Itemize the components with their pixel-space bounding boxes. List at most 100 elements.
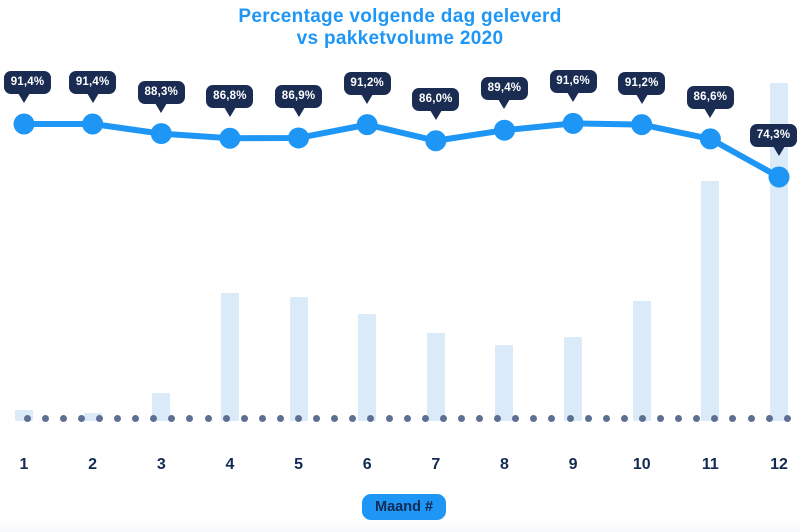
data-point-marker [219, 127, 241, 149]
baseline-dot [530, 414, 538, 422]
data-point-marker [425, 130, 447, 152]
value-badge: 89,4% [480, 77, 528, 110]
baseline-dot [276, 414, 284, 422]
baseline-dot [204, 414, 212, 422]
baseline-dot [439, 414, 447, 422]
baseline-dot [476, 414, 483, 422]
value-badge: 86,0% [412, 87, 460, 120]
data-point-marker [699, 128, 721, 150]
value-badge: 91,2% [343, 71, 391, 104]
data-point-marker [493, 119, 515, 141]
baseline-dot [23, 414, 31, 422]
baseline-dot [95, 414, 103, 422]
baseline-dot [240, 414, 248, 422]
baseline-dot [421, 414, 429, 422]
baseline-dot [693, 414, 701, 422]
x-tick-label: 6 [362, 456, 372, 473]
baseline-dot [584, 414, 592, 422]
x-tick-label: 4 [225, 456, 235, 473]
x-tick-label: 7 [431, 456, 441, 473]
badge-pointer-tail [704, 107, 717, 118]
percentage-line [21, 120, 782, 181]
value-badge: 91,4% [69, 71, 117, 103]
baseline-dot [367, 414, 375, 422]
baseline-dot [222, 414, 230, 422]
baseline-dot [711, 414, 719, 422]
value-badge: 91,4% [4, 71, 51, 103]
baseline-dot [457, 414, 465, 422]
value-badge: 86,6% [686, 85, 734, 118]
baseline-dot [638, 414, 646, 422]
chart-title-line2: vs pakketvolume 2020 [296, 28, 504, 49]
volume-bar [289, 297, 308, 421]
volume-bar [358, 314, 377, 421]
volume-bar [152, 393, 171, 421]
chart-title-line1: Percentage volgende dag geleverd [238, 6, 562, 27]
value-badge: 91,6% [549, 70, 597, 103]
volume-bar [564, 337, 583, 421]
baseline-dot [295, 414, 302, 422]
badge-pointer-tail [498, 99, 511, 110]
badge-pointer-tail [223, 107, 236, 118]
baseline-dot [403, 414, 411, 422]
value-badge: 86,9% [275, 84, 323, 117]
baseline-dot [566, 414, 574, 422]
baseline-dot [602, 414, 610, 422]
baseline-dot [150, 414, 158, 422]
volume-bar [495, 345, 514, 421]
badge-pointer-tail [361, 93, 374, 104]
baseline-dot [349, 414, 357, 422]
data-point-marker [631, 114, 653, 136]
baseline-dot [168, 414, 176, 422]
volume-bar [220, 293, 239, 421]
baseline-dot [765, 414, 773, 422]
value-badge: 91,2% [618, 71, 666, 104]
baseline-dot [512, 414, 520, 422]
bottom-edge-strip [0, 520, 800, 532]
baseline-dot [114, 414, 121, 422]
data-point-marker [288, 127, 310, 149]
baseline-dot [186, 414, 194, 422]
data-point-marker [562, 112, 584, 134]
baseline-dot [77, 414, 85, 422]
badge-pointer-tail [429, 109, 442, 120]
baseline-dot [494, 414, 502, 422]
baseline-dot [59, 414, 67, 422]
badge-pointer-tail [86, 93, 99, 103]
baseline-dot [258, 414, 266, 422]
data-point-marker [150, 123, 172, 145]
badge-pointer-tail [567, 92, 580, 103]
baseline-dot [313, 414, 321, 422]
value-badge: 74,3% [750, 124, 797, 156]
baseline-dot [385, 414, 393, 422]
volume-bar [83, 413, 102, 421]
x-tick-label: 11 [701, 456, 719, 473]
data-point-marker [356, 114, 378, 136]
baseline-dot [675, 414, 683, 422]
baseline-dot [548, 414, 556, 422]
x-tick-label: 5 [294, 456, 303, 473]
data-point-marker [82, 113, 104, 135]
badge-pointer-tail [292, 106, 305, 117]
x-tick-label: 9 [568, 456, 578, 473]
value-badge: 88,3% [137, 80, 185, 113]
x-tick-label: 2 [88, 456, 98, 473]
chart-title: Percentage volgende dag geleverd vs pakk… [0, 6, 800, 50]
value-badge: 86,8% [206, 85, 254, 118]
x-tick-label: 8 [499, 456, 509, 473]
baseline-dot [331, 414, 339, 422]
baseline-dot [132, 414, 140, 422]
baseline-dot [729, 414, 737, 422]
baseline-dot [747, 414, 755, 422]
volume-bar [632, 301, 651, 421]
volume-bar [701, 181, 720, 421]
badge-pointer-tail [155, 102, 168, 113]
volume-bar [426, 333, 445, 421]
badge-pointer-tail [772, 146, 785, 156]
badge-pointer-tail [18, 93, 30, 103]
x-tick-label: 12 [770, 456, 788, 473]
x-tick-label: 10 [632, 456, 651, 473]
